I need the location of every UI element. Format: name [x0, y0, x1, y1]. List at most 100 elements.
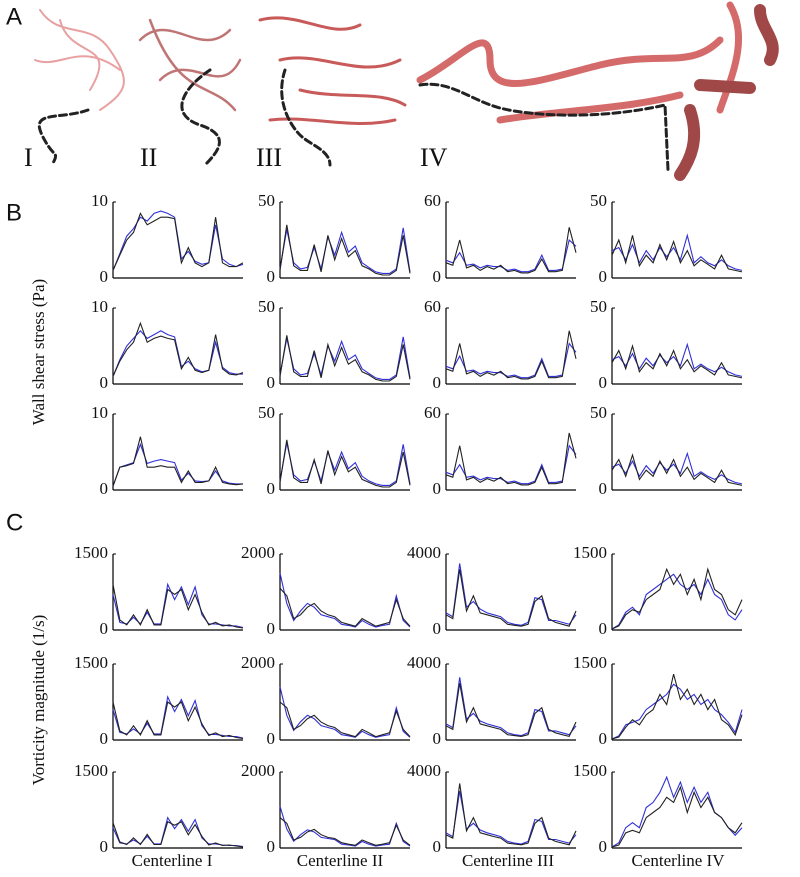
y-tick-label: 10: [91, 297, 108, 316]
data-line: [445, 432, 577, 486]
data-line: [112, 582, 244, 629]
data-line: [279, 701, 411, 738]
centerline-I: [37, 108, 90, 167]
data-line: [112, 695, 244, 739]
panel-label: C: [6, 509, 23, 536]
y-tick-label: 4000: [407, 761, 441, 780]
y-tick-label: 0: [433, 479, 442, 498]
y-tick-label: 1500: [573, 543, 607, 562]
y-tick-label: 0: [267, 267, 276, 286]
y-tick-label: 50: [590, 403, 607, 422]
data-line: [112, 321, 244, 377]
column-label: Centerline III: [462, 851, 554, 870]
vessel-I: [34, 9, 125, 111]
data-line: [445, 238, 577, 273]
y-tick-label: 0: [100, 837, 109, 856]
data-line: [279, 587, 411, 627]
vessel-renderings: [34, 1, 779, 181]
y-tick-label: 0: [100, 479, 109, 498]
y-tick-label: 0: [267, 729, 276, 748]
y-tick-label: 50: [258, 403, 275, 422]
vessel-II: [138, 18, 242, 112]
data-line: [611, 785, 743, 848]
data-line: [112, 816, 244, 848]
data-line: [445, 783, 577, 846]
y-tick-label: 0: [433, 729, 442, 748]
y-tick-label: 0: [100, 267, 109, 286]
y-tick-label: 0: [267, 837, 276, 856]
data-line: [279, 439, 411, 488]
vessel-III: [258, 16, 407, 126]
model-label: IV: [420, 143, 448, 172]
y-tick-label: 0: [599, 479, 608, 498]
data-line: [611, 567, 743, 630]
y-tick-label: 10: [91, 191, 108, 210]
y-axis-label: Wall shear stress (Pa): [29, 279, 48, 425]
y-tick-label: 60: [424, 297, 441, 316]
data-line: [112, 701, 244, 740]
y-tick-label: 0: [433, 267, 442, 286]
y-tick-label: 0: [267, 479, 276, 498]
y-tick-label: 4000: [407, 653, 441, 672]
column-label: Centerline IV: [632, 851, 726, 870]
centerline-II: [180, 68, 221, 167]
panel-label: B: [6, 199, 22, 226]
data-line: [279, 806, 411, 847]
y-tick-label: 0: [433, 619, 442, 638]
model-label: I: [24, 143, 33, 172]
y-tick-label: 0: [599, 837, 608, 856]
data-line: [279, 442, 411, 486]
data-line: [112, 820, 244, 848]
data-line: [279, 224, 411, 276]
data-line: [445, 342, 577, 379]
y-tick-label: 0: [433, 837, 442, 856]
y-tick-label: 0: [267, 619, 276, 638]
y-tick-label: 1500: [74, 543, 108, 562]
vessel-IV-large: [674, 4, 779, 181]
y-tick-label: 50: [258, 297, 275, 316]
data-line: [445, 563, 577, 626]
data-line: [279, 686, 411, 738]
y-tick-label: 2000: [241, 543, 275, 562]
y-tick-label: 60: [424, 191, 441, 210]
panel-label: A: [6, 3, 22, 30]
y-tick-label: 0: [599, 373, 608, 392]
y-tick-label: 4000: [407, 543, 441, 562]
data-line: [279, 227, 411, 274]
y-tick-label: 1500: [74, 761, 108, 780]
y-tick-label: 50: [590, 191, 607, 210]
data-line: [611, 453, 743, 486]
data-line: [611, 683, 743, 740]
data-line: [279, 335, 411, 382]
y-tick-label: 50: [590, 297, 607, 316]
column-label: Centerline II: [297, 851, 384, 870]
data-line: [445, 330, 577, 380]
y-tick-label: 0: [599, 267, 608, 286]
data-line: [611, 573, 743, 630]
column-label: Centerline I: [132, 851, 213, 870]
data-line: [445, 569, 577, 627]
data-line: [112, 212, 244, 271]
data-line: [112, 584, 244, 629]
y-tick-label: 0: [433, 373, 442, 392]
centerline-IV: [418, 82, 670, 172]
data-line: [279, 336, 411, 380]
y-tick-label: 2000: [241, 761, 275, 780]
data-line: [445, 677, 577, 737]
y-tick-label: 60: [424, 403, 441, 422]
y-tick-label: 0: [599, 729, 608, 748]
vessel-IV: [416, 1, 742, 124]
data-line: [112, 442, 243, 487]
data-line: [112, 436, 244, 487]
data-line: [445, 682, 577, 738]
model-label: III: [256, 143, 282, 172]
data-line: [611, 775, 743, 848]
y-tick-label: 0: [267, 373, 276, 392]
centerline-III: [280, 68, 332, 167]
y-tick-label: 0: [100, 619, 109, 638]
data-line: [279, 572, 411, 628]
y-axis-label: Vorticity magnitude (1/s): [29, 615, 48, 786]
y-tick-label: 0: [100, 729, 109, 748]
model-label: II: [140, 143, 157, 172]
